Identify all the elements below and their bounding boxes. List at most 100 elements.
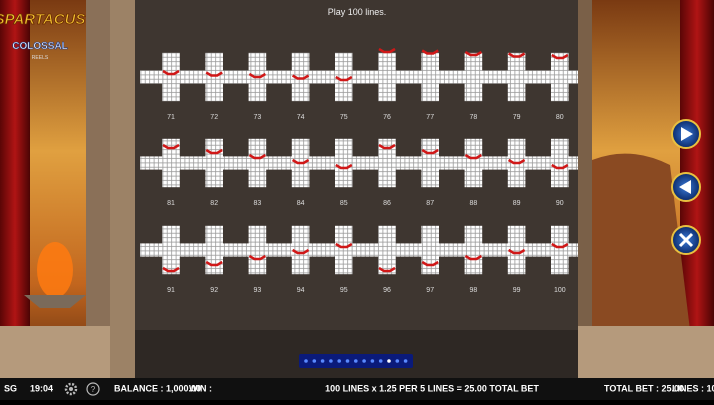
reel-block <box>205 52 223 102</box>
line-number: 94 <box>297 287 305 294</box>
payline <box>162 266 180 273</box>
reel-block <box>464 52 483 102</box>
page-dot <box>304 359 308 363</box>
payline <box>421 49 439 55</box>
page-dot <box>345 359 350 363</box>
line-number: 82 <box>210 200 218 207</box>
reel-block <box>335 225 353 275</box>
balance: BALANCE : 1,000.00 <box>114 383 201 393</box>
payline <box>291 158 310 165</box>
payline <box>507 52 526 58</box>
reel-block <box>421 52 439 102</box>
column-left <box>86 0 110 330</box>
page-dot <box>378 359 383 363</box>
line-number: 96 <box>383 287 391 294</box>
next-button[interactable] <box>671 119 701 149</box>
reel-block <box>507 225 526 275</box>
curtain-left <box>0 0 30 330</box>
line-number: 87 <box>426 200 434 207</box>
page-dot <box>329 359 333 363</box>
payline <box>205 71 223 77</box>
column-right <box>578 0 592 330</box>
reel-block <box>551 225 569 275</box>
line-number: 79 <box>513 114 521 121</box>
line-number: 89 <box>513 200 521 207</box>
reel-block <box>205 225 223 275</box>
line-number: 100 <box>554 287 566 294</box>
line-number: 71 <box>167 114 175 121</box>
payline <box>464 254 483 261</box>
footer-bar <box>0 378 714 400</box>
reel-block <box>378 138 396 188</box>
line-number: 75 <box>340 114 348 121</box>
settings-button[interactable] <box>64 382 78 396</box>
reel-block <box>162 52 180 102</box>
reel-block <box>248 225 267 275</box>
help-button[interactable]: ? <box>86 382 100 396</box>
wall-left <box>110 0 136 378</box>
line-number: 92 <box>210 287 218 294</box>
line-number: 90 <box>556 200 564 207</box>
line-number: 73 <box>254 114 262 121</box>
paytable-title: Play 100 lines. <box>328 7 387 17</box>
line-number: 95 <box>340 287 348 294</box>
pagination-dots <box>304 359 408 363</box>
line-number: 88 <box>470 200 478 207</box>
payline <box>464 153 483 160</box>
reel-block <box>464 138 483 188</box>
line-number: 85 <box>340 200 348 207</box>
reel-block <box>507 52 526 102</box>
page-dot <box>403 359 408 363</box>
curtain-right <box>680 0 714 330</box>
brazier <box>24 295 86 308</box>
payline <box>248 72 267 79</box>
close-button[interactable] <box>671 225 701 255</box>
line-number: 98 <box>470 287 478 294</box>
payline <box>551 53 569 60</box>
payline <box>162 69 180 76</box>
payline <box>205 260 223 267</box>
total-bet: TOTAL BET : 25.00 <box>604 383 684 393</box>
page-dot <box>337 359 342 363</box>
prev-button[interactable] <box>671 172 701 202</box>
reel-block <box>291 225 310 275</box>
payline <box>551 163 569 170</box>
payline <box>291 248 310 255</box>
clock: 19:04 <box>30 383 53 393</box>
reel-block <box>162 225 180 275</box>
reel-block <box>421 225 439 275</box>
logo-tag: REELS <box>32 55 49 61</box>
line-number: 80 <box>556 114 564 121</box>
reel-block <box>291 52 310 102</box>
page-dot <box>312 359 317 363</box>
reel-block <box>378 225 396 275</box>
payline <box>335 163 353 170</box>
page-dot <box>395 359 400 363</box>
line-number: 74 <box>297 114 305 121</box>
payline <box>421 260 439 267</box>
line-number: 83 <box>254 200 262 207</box>
reel-block <box>551 52 569 102</box>
win: WIN : <box>189 383 212 393</box>
logo-title: SPARTACUS <box>0 11 85 28</box>
page-dot <box>362 359 366 363</box>
page-dot <box>387 359 391 363</box>
payline <box>162 143 180 150</box>
line-number: 86 <box>383 200 391 207</box>
page-dot <box>320 359 325 363</box>
payline <box>291 74 310 80</box>
reel-block <box>378 52 396 102</box>
line-number: 76 <box>383 114 391 121</box>
payline <box>335 75 353 82</box>
payline <box>507 248 526 255</box>
page-dot <box>370 359 375 363</box>
fire <box>37 242 73 298</box>
payline <box>507 158 526 165</box>
payline <box>421 148 439 155</box>
svg-text:?: ? <box>91 385 96 394</box>
reel-block <box>335 52 353 102</box>
line-number: 72 <box>210 114 218 121</box>
payline <box>205 148 223 155</box>
